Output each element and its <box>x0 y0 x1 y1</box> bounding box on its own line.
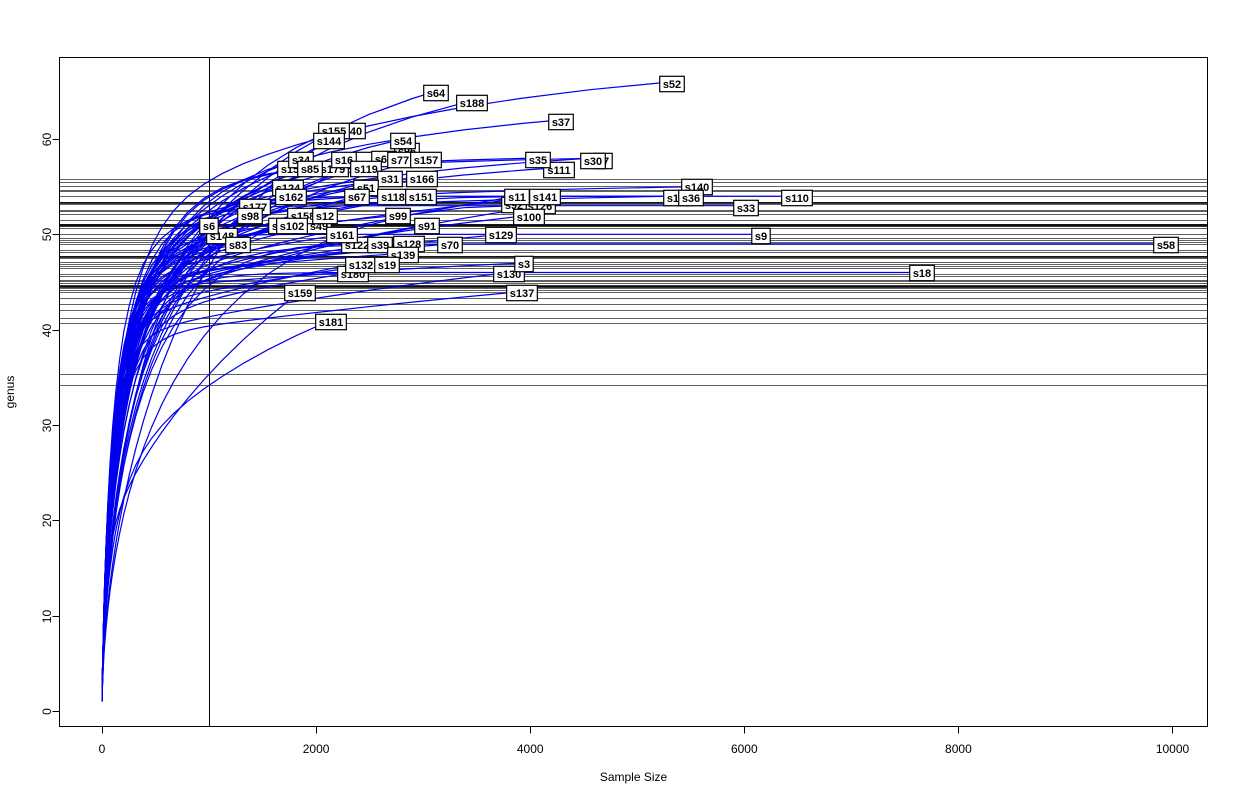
svg-text:s137: s137 <box>510 288 534 300</box>
svg-text:s188: s188 <box>460 98 484 110</box>
svg-text:4000: 4000 <box>517 742 544 756</box>
svg-text:s144: s144 <box>317 136 342 148</box>
svg-text:6000: 6000 <box>731 742 758 756</box>
svg-text:s16: s16 <box>335 155 353 167</box>
svg-text:s161: s161 <box>330 230 354 242</box>
svg-text:s6: s6 <box>203 221 215 233</box>
svg-text:s18: s18 <box>913 268 931 280</box>
svg-text:30: 30 <box>40 419 54 433</box>
svg-text:s52: s52 <box>663 79 681 91</box>
svg-text:s151: s151 <box>409 192 433 204</box>
svg-text:genus: genus <box>3 376 17 409</box>
svg-text:s67: s67 <box>348 192 366 204</box>
svg-text:s37: s37 <box>552 117 570 129</box>
svg-text:10000: 10000 <box>1156 742 1190 756</box>
svg-text:0: 0 <box>99 742 106 756</box>
svg-text:s159: s159 <box>288 288 312 300</box>
svg-text:s9: s9 <box>755 231 767 243</box>
svg-text:10: 10 <box>40 610 54 624</box>
svg-text:s99: s99 <box>389 211 407 223</box>
svg-text:s83: s83 <box>229 240 247 252</box>
svg-text:s70: s70 <box>441 240 459 252</box>
svg-text:s166: s166 <box>410 174 434 186</box>
svg-text:s77: s77 <box>391 155 409 167</box>
svg-text:s162: s162 <box>279 192 303 204</box>
svg-text:0: 0 <box>40 708 54 715</box>
svg-text:s132: s132 <box>349 260 373 272</box>
svg-text:s129: s129 <box>489 230 513 242</box>
svg-text:2000: 2000 <box>303 742 330 756</box>
svg-text:50: 50 <box>40 228 54 242</box>
svg-text:s36: s36 <box>682 193 700 205</box>
svg-text:s58: s58 <box>1157 240 1175 252</box>
svg-text:s141: s141 <box>533 192 557 204</box>
svg-text:s111: s111 <box>547 165 570 177</box>
svg-text:40: 40 <box>40 324 54 338</box>
svg-text:s3: s3 <box>518 259 530 271</box>
svg-text:s33: s33 <box>737 203 755 215</box>
svg-text:s98: s98 <box>241 211 259 223</box>
svg-text:s30: s30 <box>584 156 602 168</box>
svg-text:s85: s85 <box>301 164 319 176</box>
svg-text:s39: s39 <box>371 240 389 252</box>
svg-text:s119: s119 <box>354 164 378 176</box>
svg-text:s118: s118 <box>381 192 405 204</box>
svg-text:s157: s157 <box>414 155 438 167</box>
svg-text:s100: s100 <box>517 212 541 224</box>
svg-text:s54: s54 <box>394 136 413 148</box>
svg-text:s19: s19 <box>378 260 396 272</box>
svg-text:s102: s102 <box>280 221 304 233</box>
svg-text:s12: s12 <box>316 211 334 223</box>
svg-text:s11: s11 <box>508 192 526 204</box>
svg-text:Sample Size: Sample Size <box>600 770 668 784</box>
svg-text:s31: s31 <box>381 174 399 186</box>
svg-text:20: 20 <box>40 514 54 528</box>
svg-text:8000: 8000 <box>945 742 972 756</box>
svg-text:s35: s35 <box>529 155 547 167</box>
svg-text:60: 60 <box>40 133 54 147</box>
svg-text:s181: s181 <box>319 317 343 329</box>
svg-text:s64: s64 <box>427 88 446 100</box>
svg-text:s110: s110 <box>785 193 809 205</box>
svg-text:s91: s91 <box>418 221 436 233</box>
